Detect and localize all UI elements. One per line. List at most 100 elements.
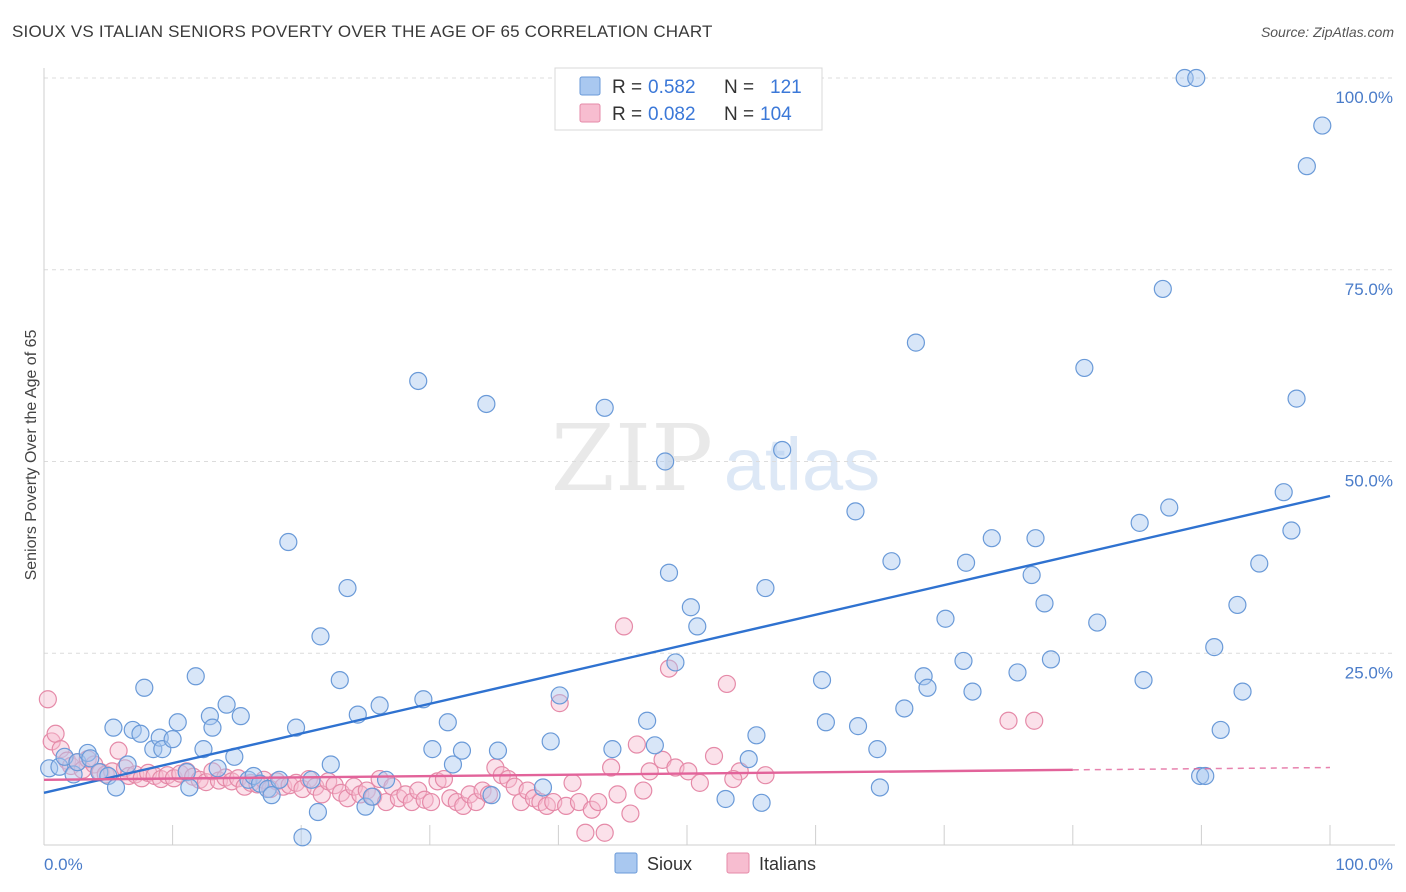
sioux-trend-line [43, 494, 1331, 795]
italians-point-101 [690, 773, 709, 792]
sioux-point-35 [270, 770, 289, 789]
y-tick-label-75: 75.0% [1345, 280, 1393, 299]
sioux-point-74 [752, 793, 771, 812]
sioux-point-78 [816, 713, 835, 732]
sioux-point-98 [1075, 358, 1094, 378]
sioux-point-82 [870, 778, 890, 797]
legend-n-value-italians: 104 [760, 104, 792, 125]
sioux-point-57 [482, 786, 501, 805]
sioux-point-86 [914, 667, 933, 686]
legend-r-value-sioux: 0.582 [648, 77, 696, 98]
sioux-point-11 [118, 755, 137, 774]
sioux-point-1 [50, 757, 69, 776]
sioux-point-101 [1134, 670, 1153, 690]
sioux-point-55 [452, 741, 472, 760]
sioux-point-58 [488, 741, 508, 760]
sioux-point-6 [81, 749, 100, 768]
sioux-point-29 [231, 707, 250, 726]
y-tick-label-100: 100.0% [1335, 88, 1393, 107]
stats-legend: R = 0.582 N = 121 R = 0.082 N = 104 [554, 67, 823, 131]
sioux-point-109 [1211, 720, 1230, 740]
italians-point-2 [46, 724, 65, 743]
sioux-point-40 [308, 802, 328, 822]
sioux-point-81 [868, 740, 887, 759]
sioux-points [40, 68, 1332, 847]
sioux-point-27 [217, 695, 236, 714]
italians-point-100 [679, 762, 698, 781]
trend-lines [43, 494, 1331, 795]
sioux-point-111 [1233, 682, 1252, 701]
italians-point-107 [1025, 711, 1044, 730]
series-legend-swatch-italians [726, 852, 750, 874]
sioux-point-43 [330, 670, 349, 690]
sioux-point-44 [338, 578, 357, 598]
legend-r-label-sioux: R = [612, 77, 642, 98]
sioux-point-79 [846, 502, 865, 521]
legend-n-label-italians: N = [724, 104, 754, 125]
sioux-point-65 [645, 736, 664, 755]
x-tick-label-min: 0.0% [44, 855, 83, 874]
italians-point-60 [409, 781, 428, 800]
sioux-point-115 [1287, 389, 1306, 408]
x-tick-label-max: 100.0% [1335, 855, 1393, 874]
sioux-point-56 [477, 394, 496, 414]
sioux-point-84 [895, 699, 914, 718]
watermark-atlas: atlas [724, 423, 880, 506]
x-tick-labels: 0.0% 100.0% [44, 855, 1393, 874]
italians-point-105 [756, 766, 775, 785]
sioux-point-66 [656, 452, 675, 471]
sioux-point-25 [203, 718, 222, 737]
sioux-point-89 [954, 651, 973, 671]
sioux-point-68 [666, 653, 685, 672]
italians-points [38, 617, 1044, 842]
italians-point-106 [999, 711, 1018, 730]
y-tick-label-50: 50.0% [1345, 472, 1393, 491]
series-legend-swatch-sioux [614, 852, 638, 874]
sioux-point-100 [1130, 513, 1149, 532]
sioux-point-73 [747, 726, 766, 745]
italians-point-94 [627, 735, 646, 754]
sioux-point-97 [1041, 650, 1061, 669]
sioux-point-23 [194, 740, 213, 759]
sioux-point-34 [262, 786, 281, 805]
sioux-point-59 [533, 778, 553, 797]
sioux-point-14 [135, 678, 154, 697]
italians-point-88 [589, 792, 608, 812]
italians-trend-line [43, 768, 1073, 782]
sioux-point-18 [163, 730, 182, 749]
sioux-point-9 [106, 778, 126, 797]
sioux-point-48 [370, 696, 389, 715]
italians-point-92 [614, 617, 634, 636]
series-legend-label-sioux: Sioux [647, 854, 692, 874]
sioux-point-52 [423, 740, 442, 759]
sioux-point-83 [882, 552, 901, 571]
sioux-point-63 [603, 740, 622, 759]
legend-swatch-italians [579, 103, 601, 123]
y-axis-title: Seniors Poverty Over the Age of 65 [23, 330, 40, 581]
legend-r-label-italians: R = [612, 104, 642, 125]
italians-point-82 [550, 694, 569, 713]
grid-lines [44, 77, 1395, 654]
y-tick-labels: 25.0% 50.0% 75.0% 100.0% [1335, 88, 1393, 682]
italians-point-0 [38, 690, 57, 709]
italians-point-62 [421, 792, 441, 812]
italians-trend-extension [1072, 766, 1331, 771]
italians-point-93 [621, 804, 640, 823]
italians-point-102 [704, 746, 724, 766]
sioux-point-117 [1313, 116, 1332, 135]
italians-point-13 [109, 741, 128, 760]
sioux-point-103 [1160, 498, 1179, 517]
sioux-point-107 [1196, 766, 1215, 786]
sioux-point-46 [356, 797, 375, 816]
sioux-point-106 [1191, 766, 1210, 786]
y-tick-label-25: 25.0% [1345, 663, 1393, 682]
sioux-point-64 [638, 711, 657, 730]
sioux-point-90 [956, 553, 976, 572]
sioux-point-21 [180, 778, 199, 797]
sioux-point-41 [311, 627, 330, 646]
sioux-point-24 [200, 707, 219, 726]
sioux-point-13 [131, 724, 150, 743]
sioux-point-87 [918, 678, 937, 697]
sioux-point-76 [773, 440, 792, 460]
sioux-point-72 [739, 749, 758, 769]
